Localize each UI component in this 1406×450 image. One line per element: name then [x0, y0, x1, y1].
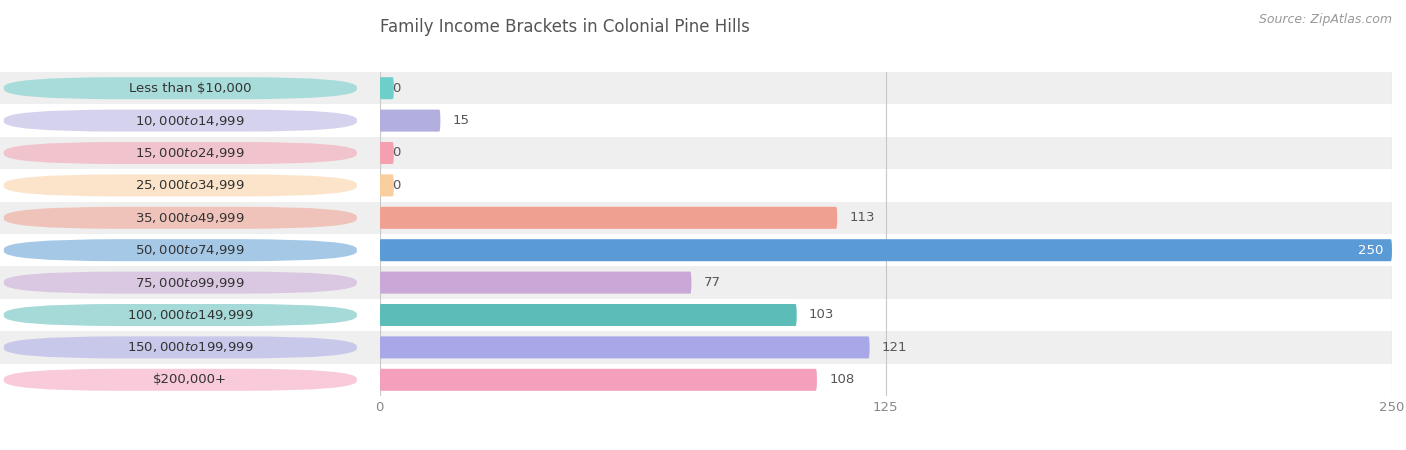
Bar [0, 364, 380, 396]
Bar [0, 299, 380, 331]
Text: 108: 108 [830, 374, 855, 386]
FancyBboxPatch shape [4, 142, 357, 164]
Text: 0: 0 [392, 179, 401, 192]
Text: 0: 0 [392, 82, 401, 94]
Text: 77: 77 [703, 276, 720, 289]
Bar [380, 202, 1392, 234]
Bar [380, 331, 1392, 364]
Bar [0, 169, 380, 202]
Text: 15: 15 [453, 114, 470, 127]
Bar [380, 104, 1392, 137]
Bar [380, 266, 1392, 299]
Bar [380, 234, 1392, 266]
FancyBboxPatch shape [380, 207, 837, 229]
FancyBboxPatch shape [380, 304, 797, 326]
Text: 121: 121 [882, 341, 907, 354]
FancyBboxPatch shape [4, 337, 357, 358]
FancyBboxPatch shape [380, 175, 394, 196]
FancyBboxPatch shape [380, 110, 440, 131]
Text: 0: 0 [392, 147, 401, 159]
Bar [380, 364, 1392, 396]
Text: 250: 250 [1358, 244, 1384, 256]
FancyBboxPatch shape [380, 369, 817, 391]
FancyBboxPatch shape [380, 337, 869, 358]
FancyBboxPatch shape [4, 239, 357, 261]
FancyBboxPatch shape [4, 77, 357, 99]
FancyBboxPatch shape [4, 304, 357, 326]
Text: $25,000 to $34,999: $25,000 to $34,999 [135, 178, 245, 193]
FancyBboxPatch shape [380, 77, 394, 99]
Text: $100,000 to $149,999: $100,000 to $149,999 [127, 308, 253, 322]
Text: 113: 113 [849, 212, 875, 224]
Bar [0, 266, 380, 299]
FancyBboxPatch shape [380, 272, 692, 293]
Bar [380, 299, 1392, 331]
Text: $35,000 to $49,999: $35,000 to $49,999 [135, 211, 245, 225]
FancyBboxPatch shape [4, 175, 357, 196]
Bar [0, 137, 380, 169]
Text: $15,000 to $24,999: $15,000 to $24,999 [135, 146, 245, 160]
Text: $75,000 to $99,999: $75,000 to $99,999 [135, 275, 245, 290]
Text: $150,000 to $199,999: $150,000 to $199,999 [127, 340, 253, 355]
Bar [0, 331, 380, 364]
FancyBboxPatch shape [380, 239, 1392, 261]
Bar [0, 202, 380, 234]
FancyBboxPatch shape [380, 142, 394, 164]
Bar [380, 137, 1392, 169]
Text: $200,000+: $200,000+ [153, 374, 226, 386]
FancyBboxPatch shape [4, 207, 357, 229]
Text: $50,000 to $74,999: $50,000 to $74,999 [135, 243, 245, 257]
Text: Source: ZipAtlas.com: Source: ZipAtlas.com [1258, 14, 1392, 27]
Bar [380, 169, 1392, 202]
Text: Family Income Brackets in Colonial Pine Hills: Family Income Brackets in Colonial Pine … [380, 18, 749, 36]
Bar [0, 234, 380, 266]
FancyBboxPatch shape [4, 110, 357, 131]
Bar [0, 72, 380, 104]
FancyBboxPatch shape [4, 369, 357, 391]
FancyBboxPatch shape [4, 272, 357, 293]
Text: 103: 103 [808, 309, 834, 321]
Bar [380, 72, 1392, 104]
Text: Less than $10,000: Less than $10,000 [128, 82, 252, 94]
Text: $10,000 to $14,999: $10,000 to $14,999 [135, 113, 245, 128]
Bar [0, 104, 380, 137]
